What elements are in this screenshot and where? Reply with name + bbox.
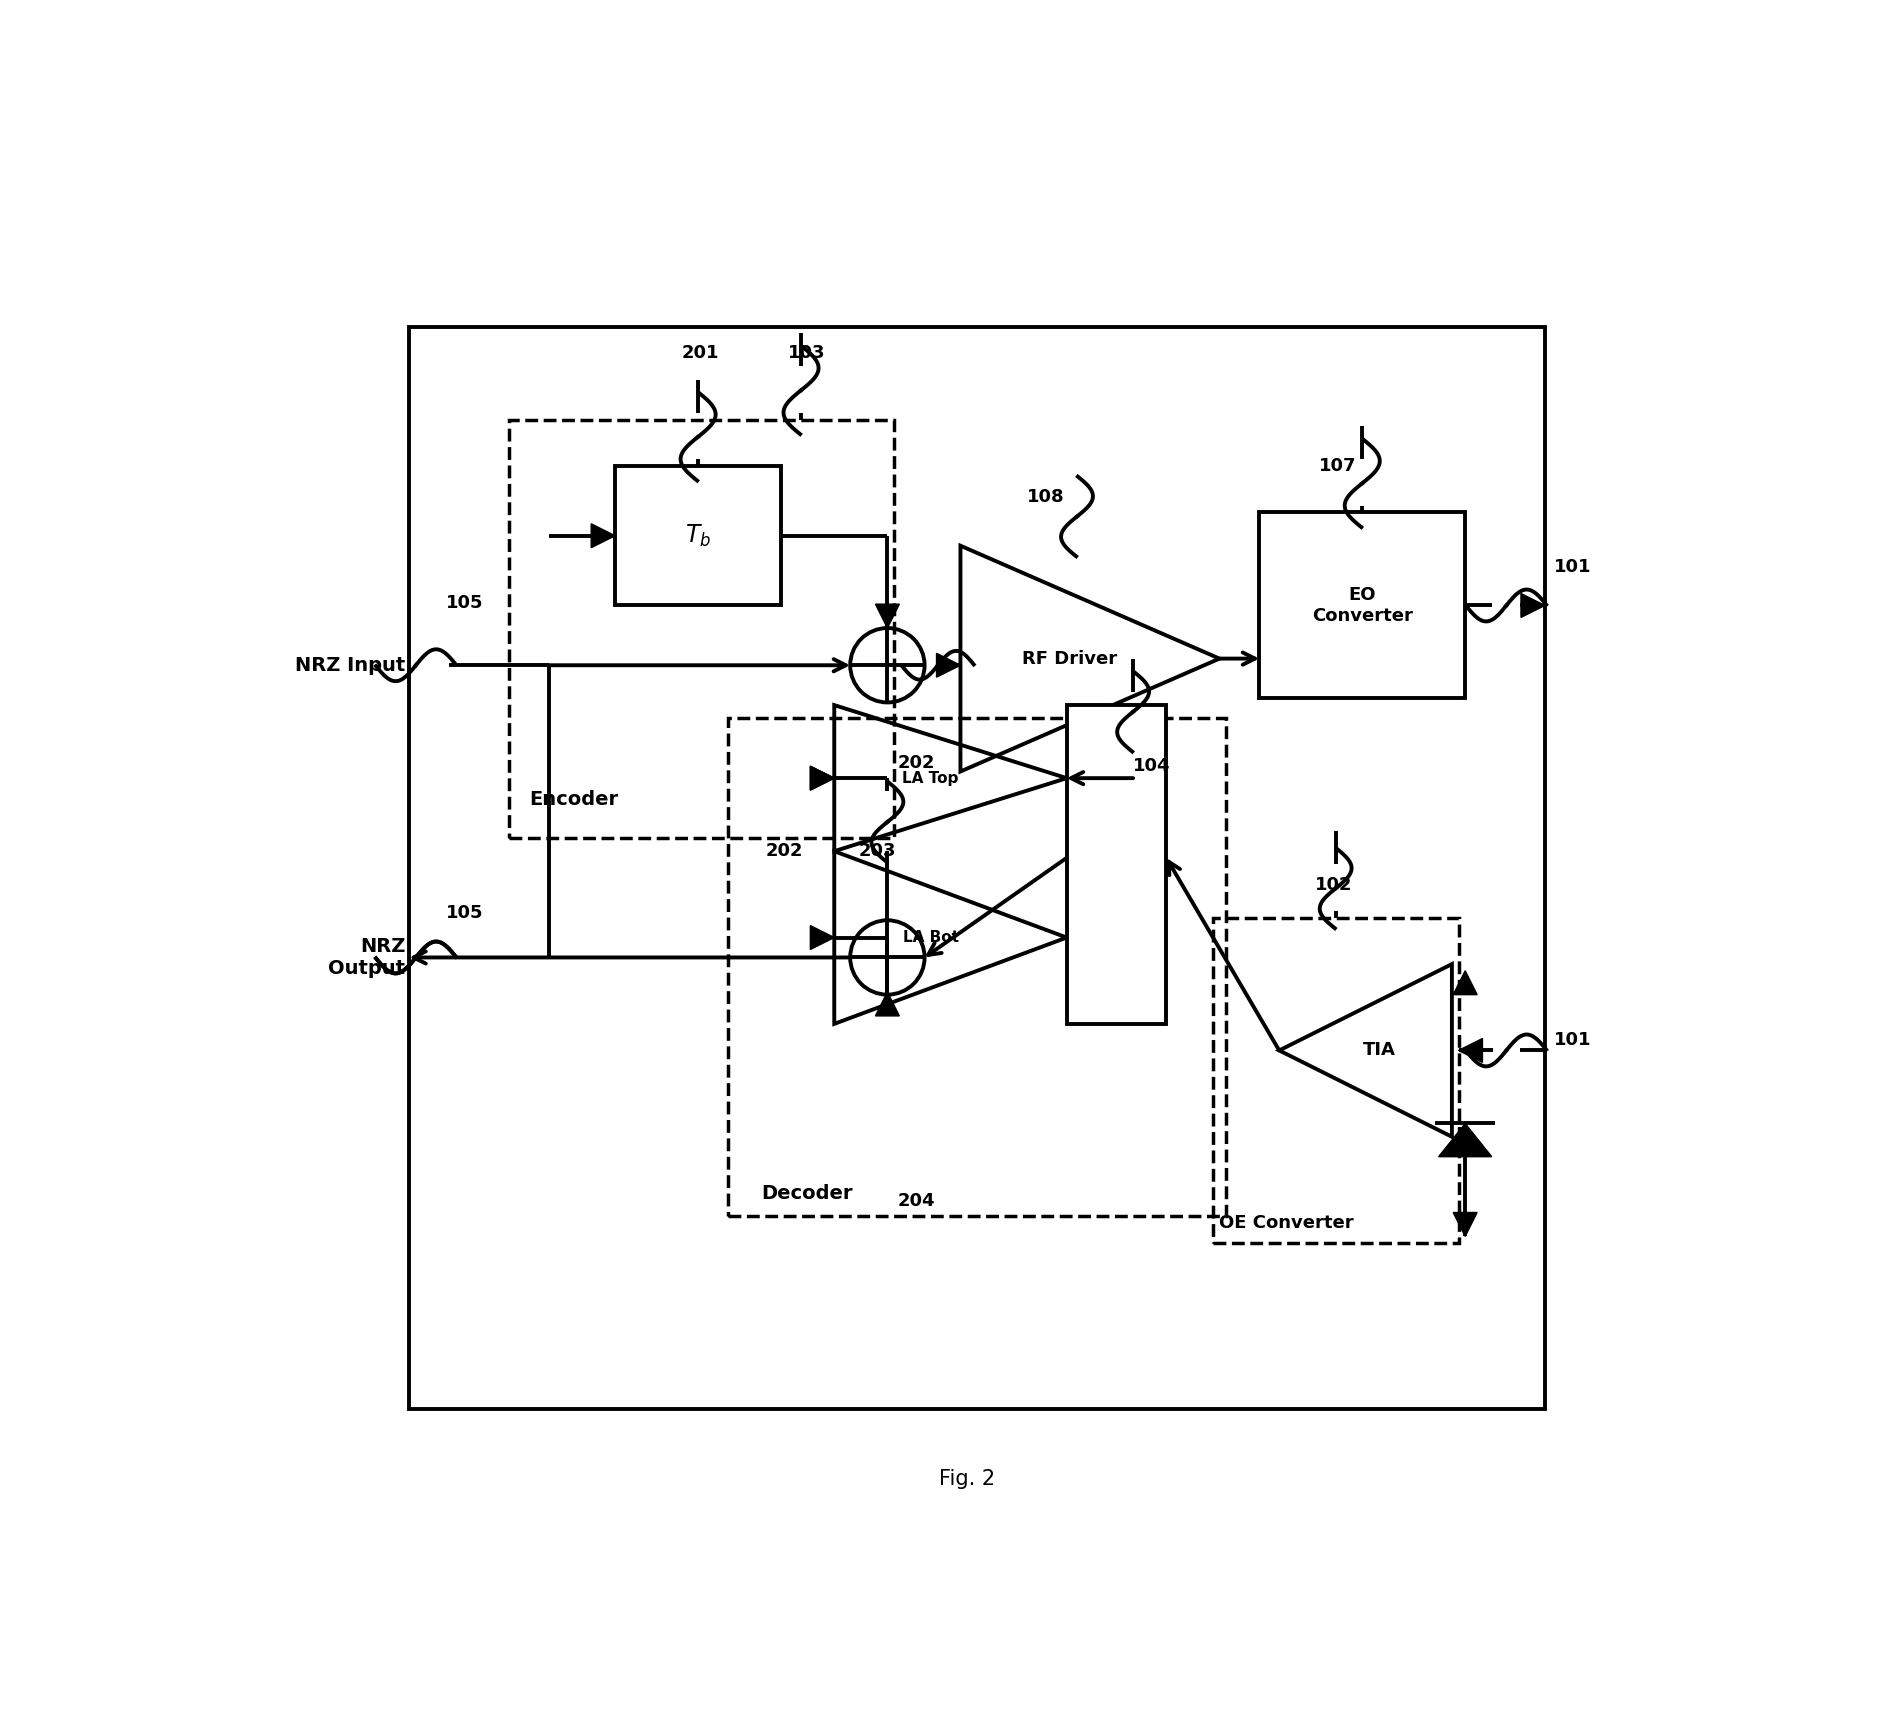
Polygon shape (591, 524, 615, 549)
Text: 101: 101 (1555, 1032, 1591, 1049)
Text: OE Converter: OE Converter (1219, 1214, 1355, 1232)
Text: NRZ
Output: NRZ Output (328, 937, 406, 978)
Text: RF Driver: RF Driver (1023, 650, 1117, 668)
Text: Decoder: Decoder (760, 1183, 853, 1204)
Text: LA Top: LA Top (902, 771, 959, 785)
Polygon shape (936, 654, 960, 678)
Text: 203: 203 (859, 842, 896, 861)
Text: 105: 105 (447, 904, 483, 921)
FancyBboxPatch shape (1066, 706, 1166, 1025)
Polygon shape (1453, 1213, 1478, 1237)
Polygon shape (876, 992, 900, 1016)
Text: 103: 103 (787, 345, 825, 362)
Text: 101: 101 (1555, 559, 1591, 576)
Text: 104: 104 (1132, 757, 1170, 776)
Text: 107: 107 (1319, 457, 1357, 476)
FancyBboxPatch shape (1259, 512, 1464, 699)
FancyBboxPatch shape (615, 466, 781, 605)
Text: 202: 202 (898, 754, 936, 771)
Text: Fig. 2: Fig. 2 (940, 1470, 994, 1489)
Polygon shape (810, 766, 834, 790)
Polygon shape (1459, 1038, 1483, 1063)
Text: 102: 102 (1315, 876, 1353, 894)
Text: 202: 202 (766, 842, 802, 861)
Text: EO
Converter: EO Converter (1311, 586, 1413, 624)
Polygon shape (1438, 1123, 1493, 1157)
Polygon shape (810, 926, 834, 949)
Text: 201: 201 (681, 345, 719, 362)
Polygon shape (810, 766, 834, 790)
Text: TIA: TIA (1362, 1042, 1394, 1059)
Text: $T_b$: $T_b$ (685, 523, 711, 549)
Polygon shape (1453, 971, 1478, 995)
Text: 108: 108 (1027, 488, 1064, 505)
Text: Encoder: Encoder (528, 790, 617, 809)
Polygon shape (1521, 593, 1545, 618)
Text: LA Bot: LA Bot (902, 930, 959, 945)
Text: 105: 105 (447, 593, 483, 612)
Polygon shape (876, 604, 900, 628)
Text: 204: 204 (898, 1192, 936, 1209)
Text: NRZ Input: NRZ Input (294, 656, 406, 674)
